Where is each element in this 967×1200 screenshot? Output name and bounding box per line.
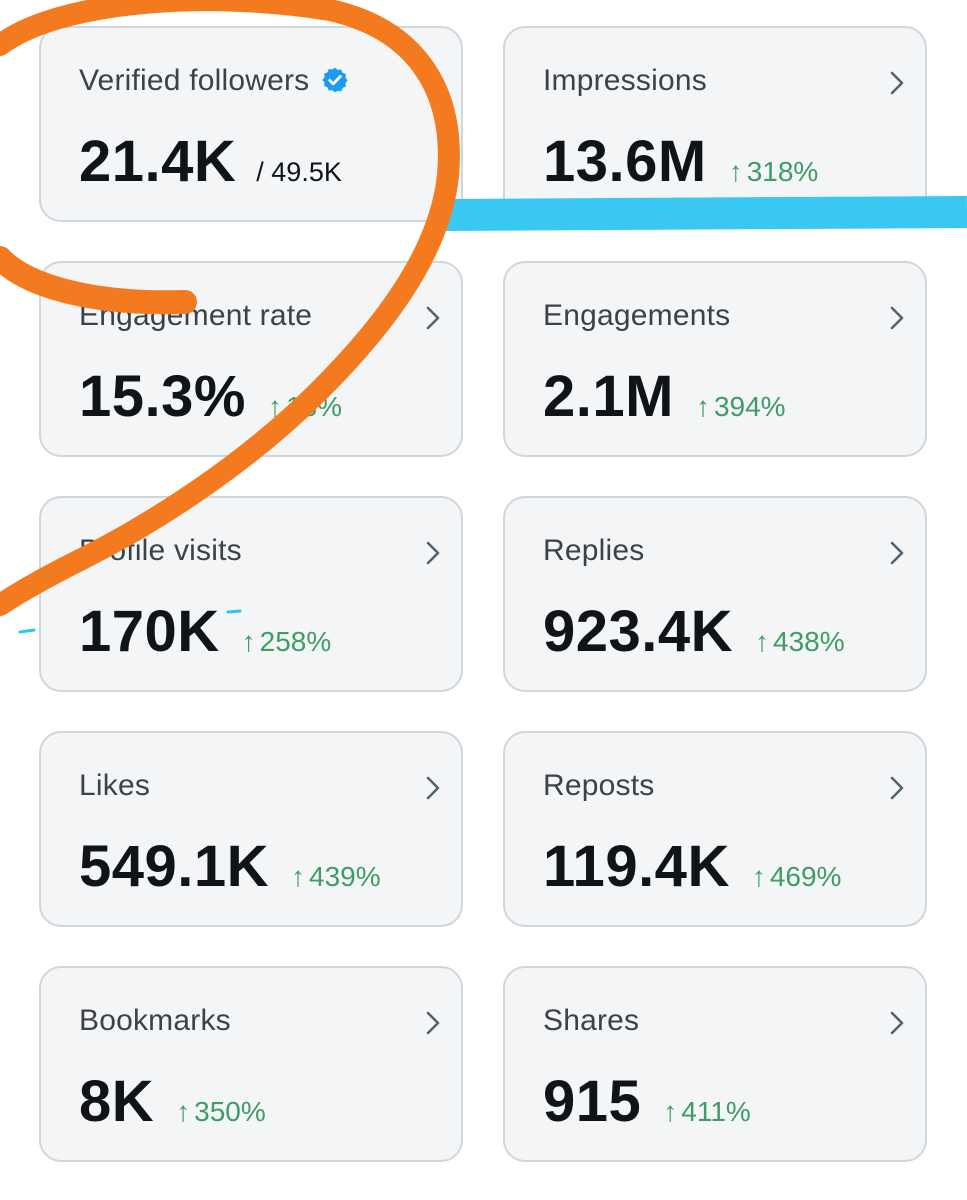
metric-value-row: 8K ↑ 350% — [79, 1068, 266, 1135]
metric-value-row: 15.3% ↑ 18% — [79, 363, 342, 430]
metric-label: Replies — [543, 534, 645, 567]
metric-delta: ↑ 18% — [268, 391, 342, 423]
metric-label: Bookmarks — [79, 1004, 231, 1037]
metric-card-engagement-rate[interactable]: Engagement rate 15.3% ↑ 18% — [39, 261, 463, 457]
metric-delta-text: 438% — [773, 626, 845, 657]
up-arrow-icon: ↑ — [176, 1096, 191, 1127]
metric-label: Impressions — [543, 64, 707, 97]
up-arrow-icon: ↑ — [751, 861, 766, 892]
metric-value-row: 923.4K ↑ 438% — [543, 598, 845, 665]
metric-delta: ↑ 318% — [729, 156, 819, 188]
metric-delta-text: 411% — [681, 1096, 751, 1127]
chevron-right-icon — [426, 541, 440, 565]
metric-card-verified-followers[interactable]: Verified followers 21.4K / 49.5K — [39, 26, 463, 222]
metric-value: 923.4K — [543, 599, 734, 664]
metric-delta: ↑ 439% — [291, 861, 381, 893]
metric-delta: ↑ 411% — [663, 1096, 751, 1128]
metric-card-bookmarks[interactable]: Bookmarks 8K ↑ 350% — [39, 966, 463, 1162]
metric-value: 170K — [79, 599, 220, 664]
chevron-right-icon — [890, 1011, 904, 1035]
up-arrow-icon: ↑ — [291, 861, 306, 892]
metric-value-row: 2.1M ↑ 394% — [543, 363, 786, 430]
chevron-right-icon — [890, 776, 904, 800]
metric-delta-text: 318% — [746, 156, 819, 187]
metric-card-reposts[interactable]: Reposts 119.4K ↑ 469% — [503, 731, 927, 927]
metric-label: Likes — [79, 769, 151, 802]
chevron-right-icon — [890, 71, 904, 95]
metric-value: 21.4K — [79, 129, 237, 194]
metric-value: 2.1M — [543, 364, 674, 429]
metric-value: 549.1K — [79, 834, 270, 899]
metric-card-impressions[interactable]: Impressions 13.6M ↑ 318% — [503, 26, 927, 222]
metric-label: Shares — [543, 1004, 640, 1037]
metric-label: Engagement rate — [79, 299, 313, 332]
metric-total: / 49.5K — [256, 157, 342, 187]
metric-delta-text: 469% — [769, 861, 842, 892]
up-arrow-icon: ↑ — [728, 156, 743, 187]
up-arrow-icon: ↑ — [241, 626, 256, 657]
chevron-right-icon — [890, 306, 904, 330]
metric-delta-text: 350% — [194, 1096, 266, 1127]
metric-value-row: 170K ↑ 258% — [79, 598, 331, 665]
metric-delta: ↑ 258% — [242, 626, 332, 658]
chevron-right-icon — [890, 541, 904, 565]
blue-marker-dash — [18, 628, 36, 634]
metric-value-row: 549.1K ↑ 439% — [79, 833, 381, 900]
chevron-right-icon — [426, 306, 440, 330]
metric-delta: ↑ 394% — [696, 391, 786, 423]
metric-delta: ↑ 438% — [755, 626, 845, 658]
metric-value: 8K — [79, 1069, 155, 1134]
chevron-right-icon — [426, 776, 440, 800]
metric-card-profile-visits[interactable]: Profile visits 170K ↑ 258% — [39, 496, 463, 692]
metric-label-text: Verified followers — [79, 64, 310, 97]
metric-value-row: 21.4K / 49.5K — [79, 128, 342, 195]
chevron-right-icon — [426, 1011, 440, 1035]
metric-label: Reposts — [543, 769, 655, 802]
metric-delta-text: 18% — [285, 391, 343, 422]
metric-delta: ↑ 350% — [176, 1096, 266, 1128]
up-arrow-icon: ↑ — [695, 391, 710, 422]
metric-delta-text: 394% — [713, 391, 786, 422]
metric-card-engagements[interactable]: Engagements 2.1M ↑ 394% — [503, 261, 927, 457]
metric-value: 915 — [543, 1069, 642, 1134]
up-arrow-icon: ↑ — [267, 391, 282, 422]
metric-value: 119.4K — [543, 834, 730, 899]
metric-value-row: 915 ↑ 411% — [543, 1068, 751, 1135]
verified-badge-icon — [322, 67, 348, 93]
metric-value: 15.3% — [79, 364, 246, 429]
metric-label: Verified followers — [79, 64, 349, 98]
metric-card-replies[interactable]: Replies 923.4K ↑ 438% — [503, 496, 927, 692]
up-arrow-icon: ↑ — [755, 626, 770, 657]
metric-delta-text: 258% — [259, 626, 332, 657]
metric-label: Profile visits — [79, 534, 242, 567]
metric-value-row: 119.4K ↑ 469% — [543, 833, 841, 900]
up-arrow-icon: ↑ — [663, 1096, 678, 1127]
metric-card-shares[interactable]: Shares 915 ↑ 411% — [503, 966, 927, 1162]
chevron-right-icon — [426, 71, 440, 95]
metric-delta-text: 439% — [309, 861, 381, 892]
metric-value: 13.6M — [543, 129, 707, 194]
metric-delta: ↑ 469% — [752, 861, 842, 893]
metric-value-row: 13.6M ↑ 318% — [543, 128, 818, 195]
metric-label: Engagements — [543, 299, 731, 332]
metric-card-likes[interactable]: Likes 549.1K ↑ 439% — [39, 731, 463, 927]
